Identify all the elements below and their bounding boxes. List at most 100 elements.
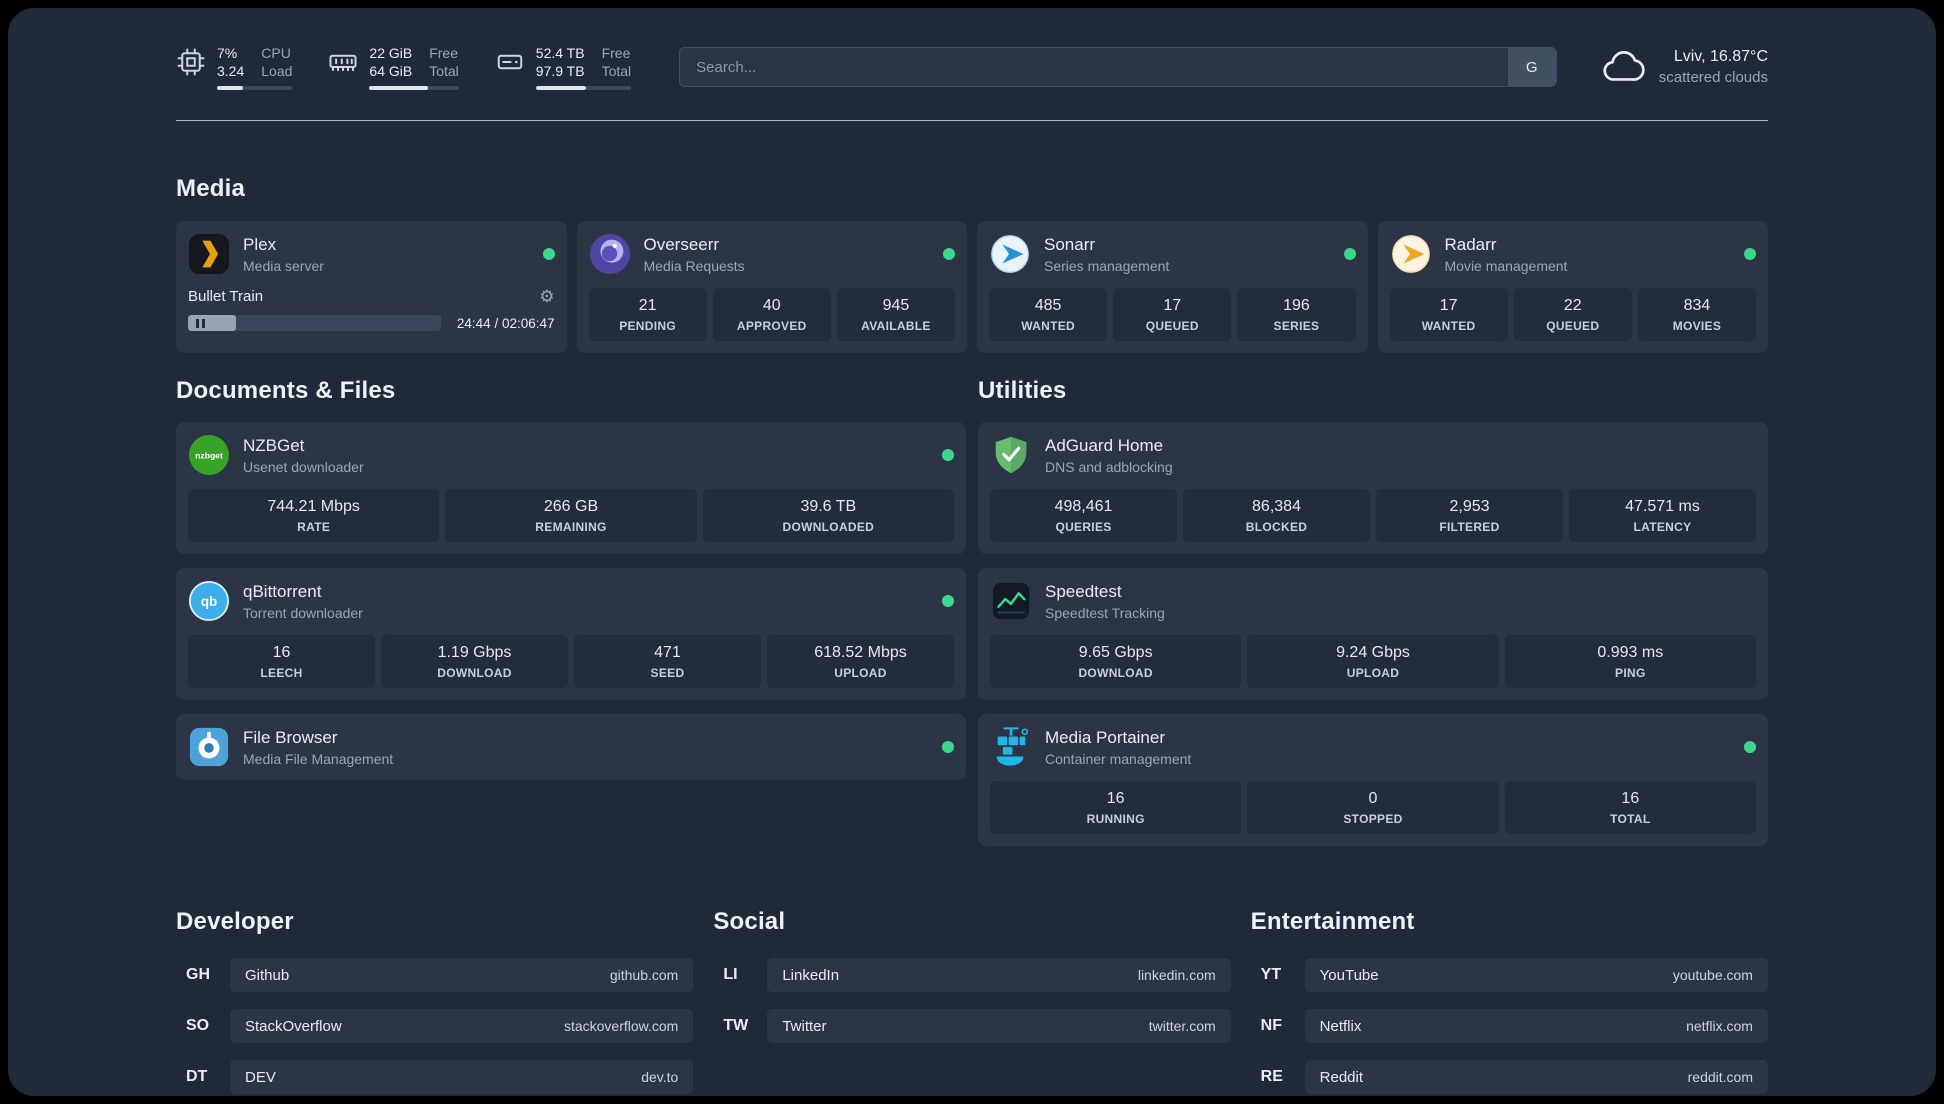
bookmark-pill: Netflix netflix.com	[1304, 1009, 1768, 1043]
stat-seed: 471 SEED	[574, 635, 761, 688]
bookmark-url: github.com	[609, 967, 679, 983]
sonarr-icon	[989, 233, 1031, 275]
section-heading-entertainment: Entertainment	[1250, 908, 1415, 935]
portainer-icon	[990, 726, 1032, 768]
service-card-portainer[interactable]: Media Portainer Container management 16 …	[978, 714, 1768, 846]
bookmark-netflix[interactable]: NF Netflix netflix.com	[1251, 1009, 1768, 1043]
section-heading-documents: Documents & Files	[176, 377, 396, 404]
cpu-load-label: Load	[261, 63, 293, 79]
overseerr-icon	[589, 233, 631, 275]
status-indicator	[1744, 741, 1756, 753]
resource-widgets: 7% 3.24 CPU Load	[176, 44, 632, 90]
ram-free-label: Free	[429, 45, 459, 61]
stat-queued: 22 QUEUED	[1513, 288, 1632, 341]
bookmark-abbr: RE	[1260, 1068, 1283, 1085]
bookmark-github[interactable]: GH Github github.com	[176, 958, 694, 992]
ram-progress-bar	[369, 86, 459, 90]
cpu-widget: 7% 3.24 CPU Load	[176, 44, 293, 90]
memory-widget: 22 GiB 64 GiB Free Total	[328, 44, 459, 90]
search-provider-button[interactable]: G	[1507, 48, 1556, 86]
service-subtitle: Media Requests	[643, 257, 745, 274]
cpu-label: CPU	[261, 45, 291, 61]
now-playing-title: Bullet Train	[188, 288, 264, 305]
bookmark-pill: Github github.com	[230, 958, 694, 992]
speedtest-icon	[990, 580, 1032, 622]
nzbget-icon: nzbget	[188, 434, 230, 476]
section-heading-social: Social	[713, 908, 786, 935]
service-subtitle: Container management	[1045, 750, 1192, 767]
service-card-filebrowser[interactable]: File Browser Media File Management	[176, 714, 966, 780]
qbittorrent-icon: qb	[188, 580, 230, 622]
bookmark-linkedin[interactable]: LI LinkedIn linkedin.com	[713, 958, 1231, 992]
seek-bar[interactable]	[188, 315, 441, 331]
service-title: File Browser	[243, 727, 338, 747]
bookmark-dev[interactable]: DT DEV dev.to	[176, 1060, 694, 1094]
bookmark-name: Twitter	[782, 1017, 827, 1035]
stat-series: 196 SERIES	[1237, 288, 1356, 341]
section-heading-utilities: Utilities	[978, 377, 1067, 404]
weather-condition: scattered clouds	[1658, 69, 1768, 86]
dashboard-content: 7% 3.24 CPU Load	[8, 8, 1936, 1096]
service-title: NZBGet	[243, 435, 305, 455]
search-input[interactable]	[679, 47, 1557, 87]
service-subtitle: Torrent downloader	[243, 604, 363, 621]
stat-rate: 744.21 Mbps RATE	[188, 489, 440, 542]
service-card-radarr[interactable]: Radarr Movie management 17 WANTED 22 QUE…	[1377, 221, 1768, 353]
stat-latency: 47.571 ms LATENCY	[1569, 489, 1756, 542]
cloud-icon	[1599, 44, 1645, 90]
bookmark-stackoverflow[interactable]: SO StackOverflow stackoverflow.com	[176, 1009, 694, 1043]
plex-now-playing: Bullet Train ⚙ 24:44 / 02:06:47	[188, 288, 555, 331]
media-card-grid: Plex Media server Bullet Train ⚙	[176, 221, 1768, 353]
service-title: qBittorrent	[243, 581, 322, 601]
bookmark-abbr: NF	[1260, 1017, 1282, 1034]
service-title: Speedtest	[1045, 581, 1122, 601]
cpu-progress-bar	[217, 86, 293, 90]
stat-running: 16 RUNNING	[990, 781, 1242, 834]
weather-widget[interactable]: Lviv, 16.87°C scattered clouds	[1599, 44, 1768, 90]
ram-total-value: 64 GiB	[369, 63, 413, 79]
dashboard-window: 7% 3.24 CPU Load	[8, 8, 1936, 1096]
ram-progress-fill	[369, 86, 429, 90]
bookmark-url: stackoverflow.com	[563, 1018, 679, 1034]
bookmark-twitter[interactable]: TW Twitter twitter.com	[713, 1009, 1231, 1043]
service-subtitle: Usenet downloader	[243, 458, 364, 475]
service-subtitle: DNS and adblocking	[1045, 458, 1173, 475]
bookmark-abbr: LI	[723, 966, 738, 983]
service-card-speedtest[interactable]: Speedtest Speedtest Tracking 9.65 Gbps D…	[978, 568, 1768, 700]
cpu-load-value: 3.24	[217, 63, 245, 79]
section-documents: Documents & Files nzbget NZBGet Usenet d…	[176, 377, 966, 846]
section-heading-media: Media	[176, 175, 246, 202]
service-card-adguard[interactable]: AdGuard Home DNS and adblocking 498,461 …	[978, 422, 1768, 554]
stat-remaining: 266 GB REMAINING	[445, 489, 697, 542]
stat-filtered: 2,953 FILTERED	[1376, 489, 1563, 542]
stat-stopped: 0 STOPPED	[1247, 781, 1499, 834]
section-heading-developer: Developer	[176, 908, 294, 935]
bookmark-reddit[interactable]: RE Reddit reddit.com	[1251, 1060, 1768, 1094]
bookmark-name: Reddit	[1319, 1068, 1364, 1086]
pause-icon[interactable]	[196, 318, 205, 328]
service-subtitle: Speedtest Tracking	[1045, 604, 1165, 621]
service-card-qbittorrent[interactable]: qb qBittorrent Torrent downloader 16	[176, 568, 966, 700]
service-title: Overseerr	[643, 234, 720, 254]
service-card-nzbget[interactable]: nzbget NZBGet Usenet downloader 744.21 M…	[176, 422, 966, 554]
bookmark-name: LinkedIn	[782, 966, 840, 984]
bookmark-youtube[interactable]: YT YouTube youtube.com	[1251, 958, 1768, 992]
bookmark-url: reddit.com	[1687, 1069, 1753, 1085]
stat-leech: 16 LEECH	[188, 635, 375, 688]
player-settings-icon[interactable]: ⚙	[539, 287, 555, 306]
service-card-plex[interactable]: Plex Media server Bullet Train ⚙	[176, 221, 567, 353]
bookmark-name: Netflix	[1319, 1017, 1362, 1035]
radarr-icon	[1390, 233, 1432, 275]
disk-total-label: Total	[601, 63, 632, 79]
service-title: Media Portainer	[1045, 727, 1166, 747]
bookmark-url: dev.to	[641, 1069, 679, 1085]
service-card-overseerr[interactable]: Overseerr Media Requests 21 PENDING 40 A…	[576, 221, 967, 353]
service-title: AdGuard Home	[1045, 435, 1164, 455]
bookmark-group-developer: Developer GH Github github.com SO StackO…	[176, 908, 694, 1096]
bookmark-name: YouTube	[1319, 966, 1379, 984]
service-card-sonarr[interactable]: Sonarr Series management 485 WANTED 17 Q…	[977, 221, 1368, 353]
playback-time: 24:44 / 02:06:47	[456, 315, 555, 331]
stat-downloaded: 39.6 TB DOWNLOADED	[702, 489, 954, 542]
plex-icon	[188, 233, 230, 275]
bookmark-abbr: SO	[186, 1017, 210, 1034]
